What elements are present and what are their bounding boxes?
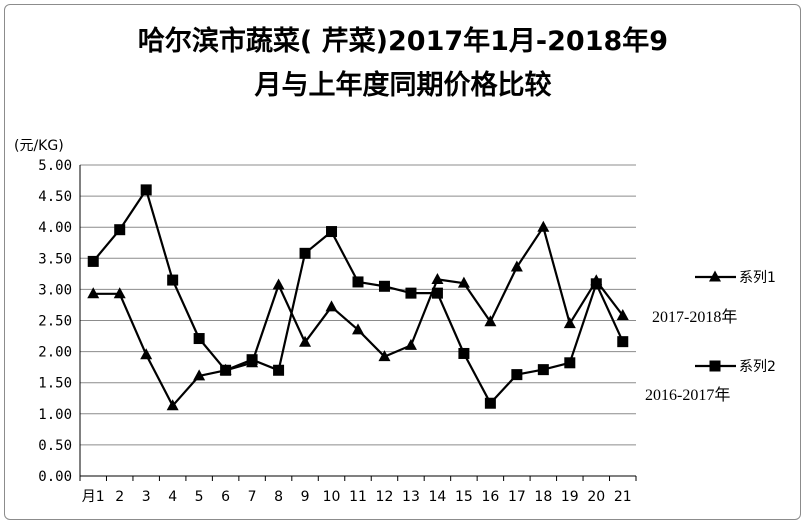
- series-1-point: [510, 260, 523, 272]
- series-1-point: [431, 272, 444, 284]
- series-2-point: [405, 287, 417, 299]
- series-1-point: [378, 350, 391, 362]
- series-2-point: [617, 336, 629, 348]
- series-2-point: [114, 224, 126, 236]
- chart-frame: [4, 4, 801, 520]
- series-2-point: [378, 280, 390, 292]
- x-tick-label: 16: [481, 489, 499, 505]
- series-1-point: [140, 348, 153, 360]
- x-tick-label: 2: [115, 489, 124, 505]
- series-2-point: [352, 276, 364, 288]
- series-2-point: [326, 226, 338, 238]
- series-1-point: [484, 315, 497, 327]
- series-2-point: [537, 364, 549, 376]
- x-tick-label: 8: [274, 489, 283, 505]
- x-tick-label: 12: [376, 489, 394, 505]
- x-tick-label: 3: [142, 489, 151, 505]
- series-1-point: [299, 335, 312, 347]
- series-2-point: [299, 247, 311, 259]
- series-1-point: [272, 278, 285, 290]
- series-1-point: [404, 338, 417, 350]
- chart-title-line2: 月与上年度同期价格比较: [254, 70, 552, 101]
- series-1-point: [166, 399, 179, 411]
- x-tick-label: 11: [349, 489, 367, 505]
- series-2-point: [273, 364, 285, 376]
- series-1-point: [563, 317, 576, 329]
- series-1: [87, 220, 629, 411]
- y-tick-label: 4.50: [38, 189, 72, 205]
- series-2-point: [167, 274, 179, 286]
- y-axis-ticks: 0.00 0.50 1.00 1.50 2.00 2.50 3.00 3.50 4.00 4.50…: [38, 158, 72, 485]
- y-tick-label: 1.50: [38, 376, 72, 392]
- x-tick-label: 17: [508, 489, 526, 505]
- series-1-point: [193, 369, 206, 381]
- series-1-line: [93, 226, 624, 407]
- x-tick-label: 21: [614, 489, 632, 505]
- series-2-point: [87, 255, 99, 267]
- series-2: [87, 184, 629, 409]
- y-tick-label: 0.00: [38, 469, 72, 485]
- x-tick-label: 月1: [82, 489, 105, 505]
- series-1-point: [87, 287, 100, 299]
- series-2-point: [564, 357, 576, 369]
- x-tick-label: 6: [221, 489, 230, 505]
- series-2-point: [511, 369, 523, 381]
- x-tick-label: 14: [429, 489, 447, 505]
- series-2-point: [220, 364, 232, 376]
- grid-lines: [80, 164, 636, 446]
- y-tick-label: 4.00: [38, 220, 72, 236]
- series-1-point: [457, 276, 470, 288]
- x-tick-label: 10: [323, 489, 341, 505]
- x-tick-label: 13: [402, 489, 420, 505]
- x-tick-label: 19: [561, 489, 579, 505]
- legend-label: 系列1: [739, 270, 776, 286]
- x-tick-label: 4: [168, 489, 177, 505]
- y-tick-label: 1.00: [38, 407, 72, 423]
- x-tick-label: 20: [587, 489, 605, 505]
- series-2-point: [590, 278, 602, 290]
- axes: [79, 165, 637, 481]
- y-tick-label: 3.50: [38, 251, 72, 267]
- x-axis-ticks: 月1 2 3 4 5 6 7 8 9 10 11 12 13 14 15 16 17 18 19 20 21: [82, 489, 632, 505]
- legend-swatch-marker: [709, 270, 721, 282]
- legend-label: 系列2: [739, 359, 776, 375]
- series-2-point: [246, 354, 258, 366]
- x-tick-label: 5: [195, 489, 204, 505]
- series-period-label: 2017-2018年: [652, 308, 737, 326]
- legend-swatch-marker: [709, 360, 721, 372]
- chart-title: 哈尔滨市蔬菜( 芹菜)2017年1月-2018年9 月与上年度同期价格比较: [0, 20, 806, 108]
- y-tick-label: 5.00: [38, 158, 72, 174]
- legend-item-2: 系列2 2016-2017年: [645, 359, 776, 404]
- chart-title-line1: 哈尔滨市蔬菜( 芹菜)2017年1月-2018年9: [137, 26, 669, 57]
- x-tick-label: 18: [534, 489, 552, 505]
- series-1-point: [352, 323, 364, 335]
- x-tick-label: 15: [455, 489, 473, 505]
- y-tick-label: 2.00: [38, 345, 72, 361]
- series-1-point: [113, 287, 126, 299]
- series-layer: [87, 184, 629, 411]
- x-tick-label: 9: [301, 489, 310, 505]
- y-axis-unit: (元/KG): [14, 138, 64, 154]
- series-2-point: [458, 347, 470, 359]
- series-period-label: 2016-2017年: [645, 386, 730, 404]
- series-2-point: [193, 333, 205, 345]
- series-2-point: [140, 184, 152, 196]
- series-2-point: [431, 287, 443, 299]
- y-tick-label: 3.00: [38, 282, 72, 298]
- x-tick-label: 7: [248, 489, 257, 505]
- series-2-point: [484, 397, 496, 409]
- legend-item-1: 系列1 2017-2018年: [652, 270, 776, 326]
- series-1-point: [537, 220, 550, 232]
- series-1-point: [616, 309, 629, 321]
- series-1-point: [325, 300, 338, 312]
- y-tick-label: 0.50: [38, 438, 72, 454]
- y-tick-label: 2.50: [38, 314, 72, 330]
